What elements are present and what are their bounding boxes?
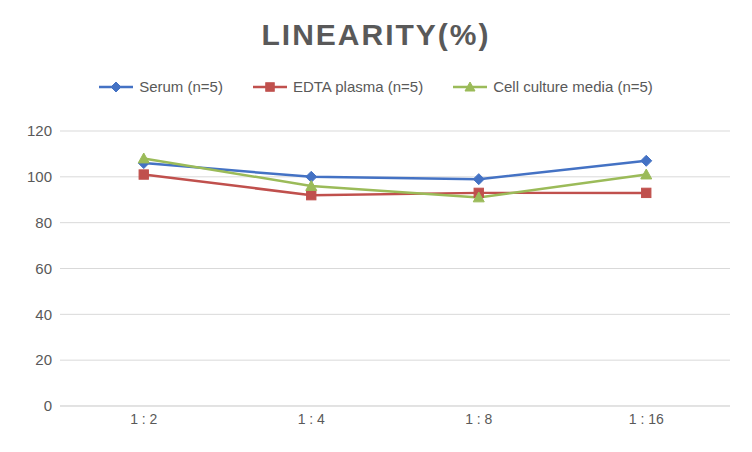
html-text:Cell culture media (n=5): Cell culture media (n=5) — [493, 78, 653, 95]
svg-text:0: 0 — [44, 397, 52, 414]
svg-text:1 : 8: 1 : 8 — [465, 411, 492, 427]
svg-text:20: 20 — [35, 351, 52, 368]
html-text:LINEARITY(%): LINEARITY(%) — [261, 18, 491, 51]
svg-text:1 : 16: 1 : 16 — [629, 411, 664, 427]
svg-text:120: 120 — [27, 122, 52, 139]
svg-text:60: 60 — [35, 260, 52, 277]
svg-text:80: 80 — [35, 214, 52, 231]
svg-text:100: 100 — [27, 168, 52, 185]
svg-text:40: 40 — [35, 306, 52, 323]
html-text:EDTA plasma (n=5): EDTA plasma (n=5) — [293, 78, 424, 95]
svg-text:1 : 4: 1 : 4 — [298, 411, 325, 427]
svg-text:1 : 2: 1 : 2 — [130, 411, 157, 427]
html-text:Serum (n=5): Serum (n=5) — [139, 78, 223, 95]
